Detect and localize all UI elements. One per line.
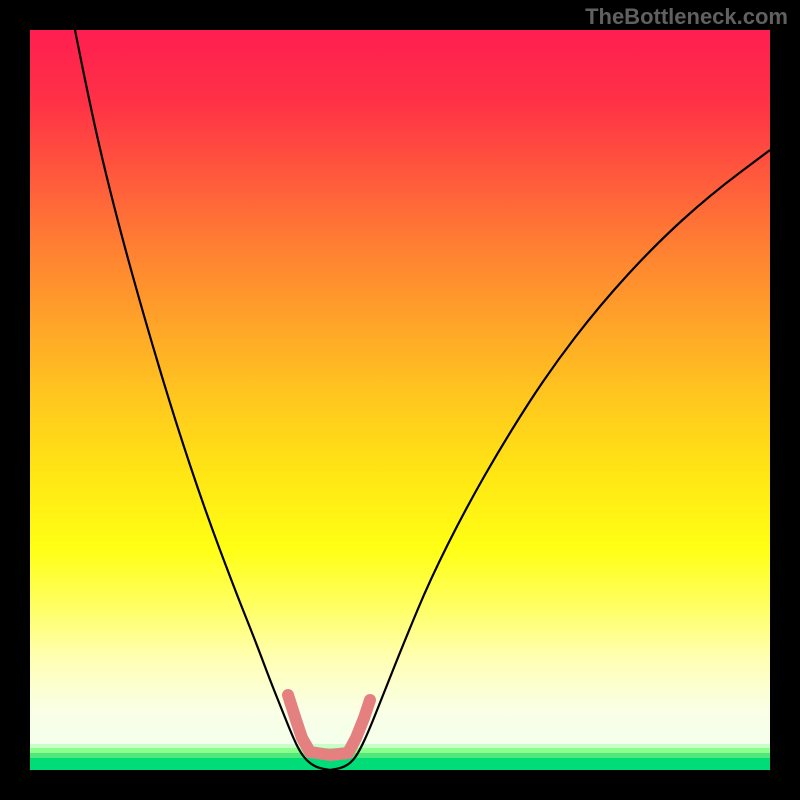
highlight-overlay bbox=[288, 695, 370, 755]
overlay-segment bbox=[348, 700, 370, 753]
overlay-segment bbox=[288, 695, 310, 752]
plot-area bbox=[30, 30, 770, 770]
bottleneck-curve bbox=[30, 30, 770, 770]
curve-right-branch bbox=[330, 150, 770, 770]
watermark-text: TheBottleneck.com bbox=[585, 4, 788, 30]
curve-left-branch bbox=[75, 30, 330, 770]
